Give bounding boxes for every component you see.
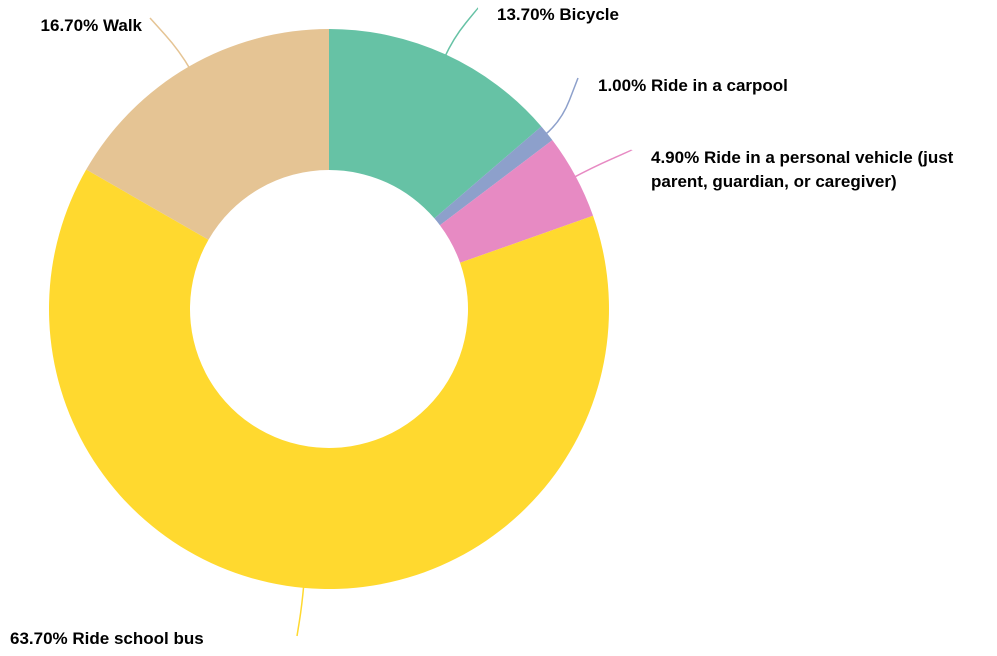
slice	[49, 169, 610, 589]
slice	[434, 126, 553, 226]
leader-line	[296, 583, 305, 637]
category-label: Walk	[102, 16, 142, 35]
slice-label: 16.70% Walk	[0, 14, 142, 38]
value-label: 1.00%	[598, 76, 647, 95]
leader-line	[571, 149, 633, 179]
slice	[329, 29, 542, 219]
value-label: 13.70%	[497, 5, 555, 24]
category-label: Bicycle	[559, 5, 619, 24]
value-label: 63.70%	[10, 629, 68, 648]
slice-label: 4.90% Ride in a personal vehicle (just p…	[651, 146, 991, 194]
category-label: Ride in a personal vehicle (just parent,…	[651, 148, 954, 191]
slice-label: 13.70% Bicycle	[497, 3, 619, 27]
category-label: Ride school bus	[72, 629, 204, 648]
slice-label: 63.70% Ride school bus	[10, 627, 204, 651]
leader-line	[149, 17, 192, 71]
category-label: Ride in a carpool	[650, 76, 788, 95]
slice	[86, 29, 329, 240]
leader-line	[543, 77, 579, 137]
slice	[439, 140, 594, 263]
value-label: 4.90%	[651, 148, 700, 167]
leader-line	[443, 7, 479, 59]
value-label: 16.70%	[40, 16, 99, 35]
slice-label: 1.00% Ride in a carpool	[598, 74, 788, 98]
